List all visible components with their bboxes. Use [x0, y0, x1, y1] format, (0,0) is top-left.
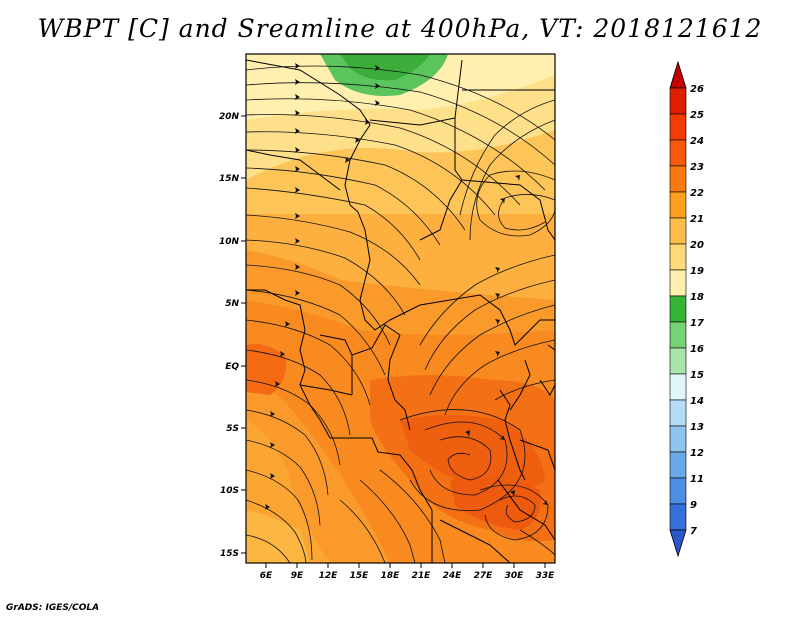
- lat-tick-label: 20N: [219, 112, 240, 122]
- colorbar-arrow-bottom: [669, 529, 687, 558]
- lon-tick-label: 27E: [474, 571, 494, 581]
- colorbar-label: 7: [690, 526, 697, 537]
- colorbar-segment: [669, 477, 687, 505]
- colorbar-segment: [669, 399, 687, 427]
- colorbar-segment: [669, 139, 687, 167]
- colorbar-segment: [669, 373, 687, 401]
- axis-ticks: [241, 115, 546, 568]
- chart-title: WBPT [C] and Sreamline at 400hPa, VT: 20…: [37, 14, 763, 43]
- colorbar-segment: [669, 503, 687, 531]
- lon-tick-label: 33E: [536, 571, 556, 581]
- colorbar-labels: 26 25 24 23 22 21 20 19 18 17 16 15 14 13 12 11 9 7: [690, 84, 704, 537]
- colorbar-segment: [669, 269, 687, 297]
- wbpt-field: [246, 54, 555, 563]
- lat-tick-label: 10S: [220, 486, 239, 496]
- lon-labels: 6E 9E 12E 15E 18E 21E 24E 27E 30E 33E: [260, 571, 555, 581]
- colorbar-label: 23: [690, 162, 704, 173]
- lat-tick-label: 5S: [226, 424, 239, 434]
- colorbar-segment: [669, 243, 687, 271]
- lat-tick-label: 5N: [225, 299, 239, 309]
- lon-tick-label: 18E: [381, 571, 401, 581]
- lon-tick-label: 24E: [443, 571, 463, 581]
- lat-tick-label: EQ: [225, 362, 239, 372]
- colorbar-segment: [669, 87, 687, 115]
- lon-tick-label: 6E: [260, 571, 273, 581]
- lat-tick-label: 10N: [219, 237, 240, 247]
- streamline-arrows: [265, 63, 548, 510]
- colorbar-label: 16: [690, 344, 704, 355]
- colorbar-segment: [669, 165, 687, 193]
- lon-tick-label: 30E: [505, 571, 525, 581]
- colorbar-label: 9: [690, 500, 697, 511]
- lat-labels: 20N 15N 10N 5N EQ 5S 10S 15S: [219, 112, 240, 559]
- colorbar-label: 22: [690, 188, 704, 199]
- grads-credit: GrADS: IGES/COLA: [6, 603, 100, 613]
- colorbar-label: 20: [690, 240, 704, 251]
- lon-tick-label: 9E: [291, 571, 304, 581]
- streamlines: [246, 65, 555, 563]
- colorbar-label: 25: [690, 110, 704, 121]
- colorbar-label: 18: [690, 292, 704, 303]
- colorbar-label: 13: [690, 422, 704, 433]
- lat-tick-label: 15S: [220, 549, 239, 559]
- colorbar-segment: [669, 217, 687, 245]
- colorbar-label: 15: [690, 370, 704, 381]
- lon-tick-label: 12E: [319, 571, 339, 581]
- colorbar-segment: [669, 321, 687, 349]
- country-borders: [246, 59, 555, 563]
- colorbar-label: 19: [690, 266, 704, 277]
- map-frame: [245, 53, 556, 564]
- colorbar-label: 14: [690, 396, 704, 407]
- colorbar-label: 11: [690, 474, 704, 485]
- lon-tick-label: 15E: [350, 571, 370, 581]
- colorbar-segment: [669, 295, 687, 323]
- colorbar-label: 21: [690, 214, 704, 225]
- colorbar-segment: [669, 425, 687, 453]
- colorbar-segment: [669, 451, 687, 479]
- colorbar-segment: [669, 191, 687, 219]
- colorbar-label: 17: [690, 318, 704, 329]
- colorbar-segment: [669, 113, 687, 141]
- colorbar-arrow-top: [669, 60, 687, 89]
- colorbar-label: 24: [690, 136, 704, 147]
- colorbar-label: 12: [690, 448, 704, 459]
- lon-tick-label: 21E: [412, 571, 432, 581]
- colorbar: [669, 60, 687, 558]
- colorbar-label: 26: [690, 84, 704, 95]
- lat-tick-label: 15N: [219, 174, 240, 184]
- colorbar-segment: [669, 347, 687, 375]
